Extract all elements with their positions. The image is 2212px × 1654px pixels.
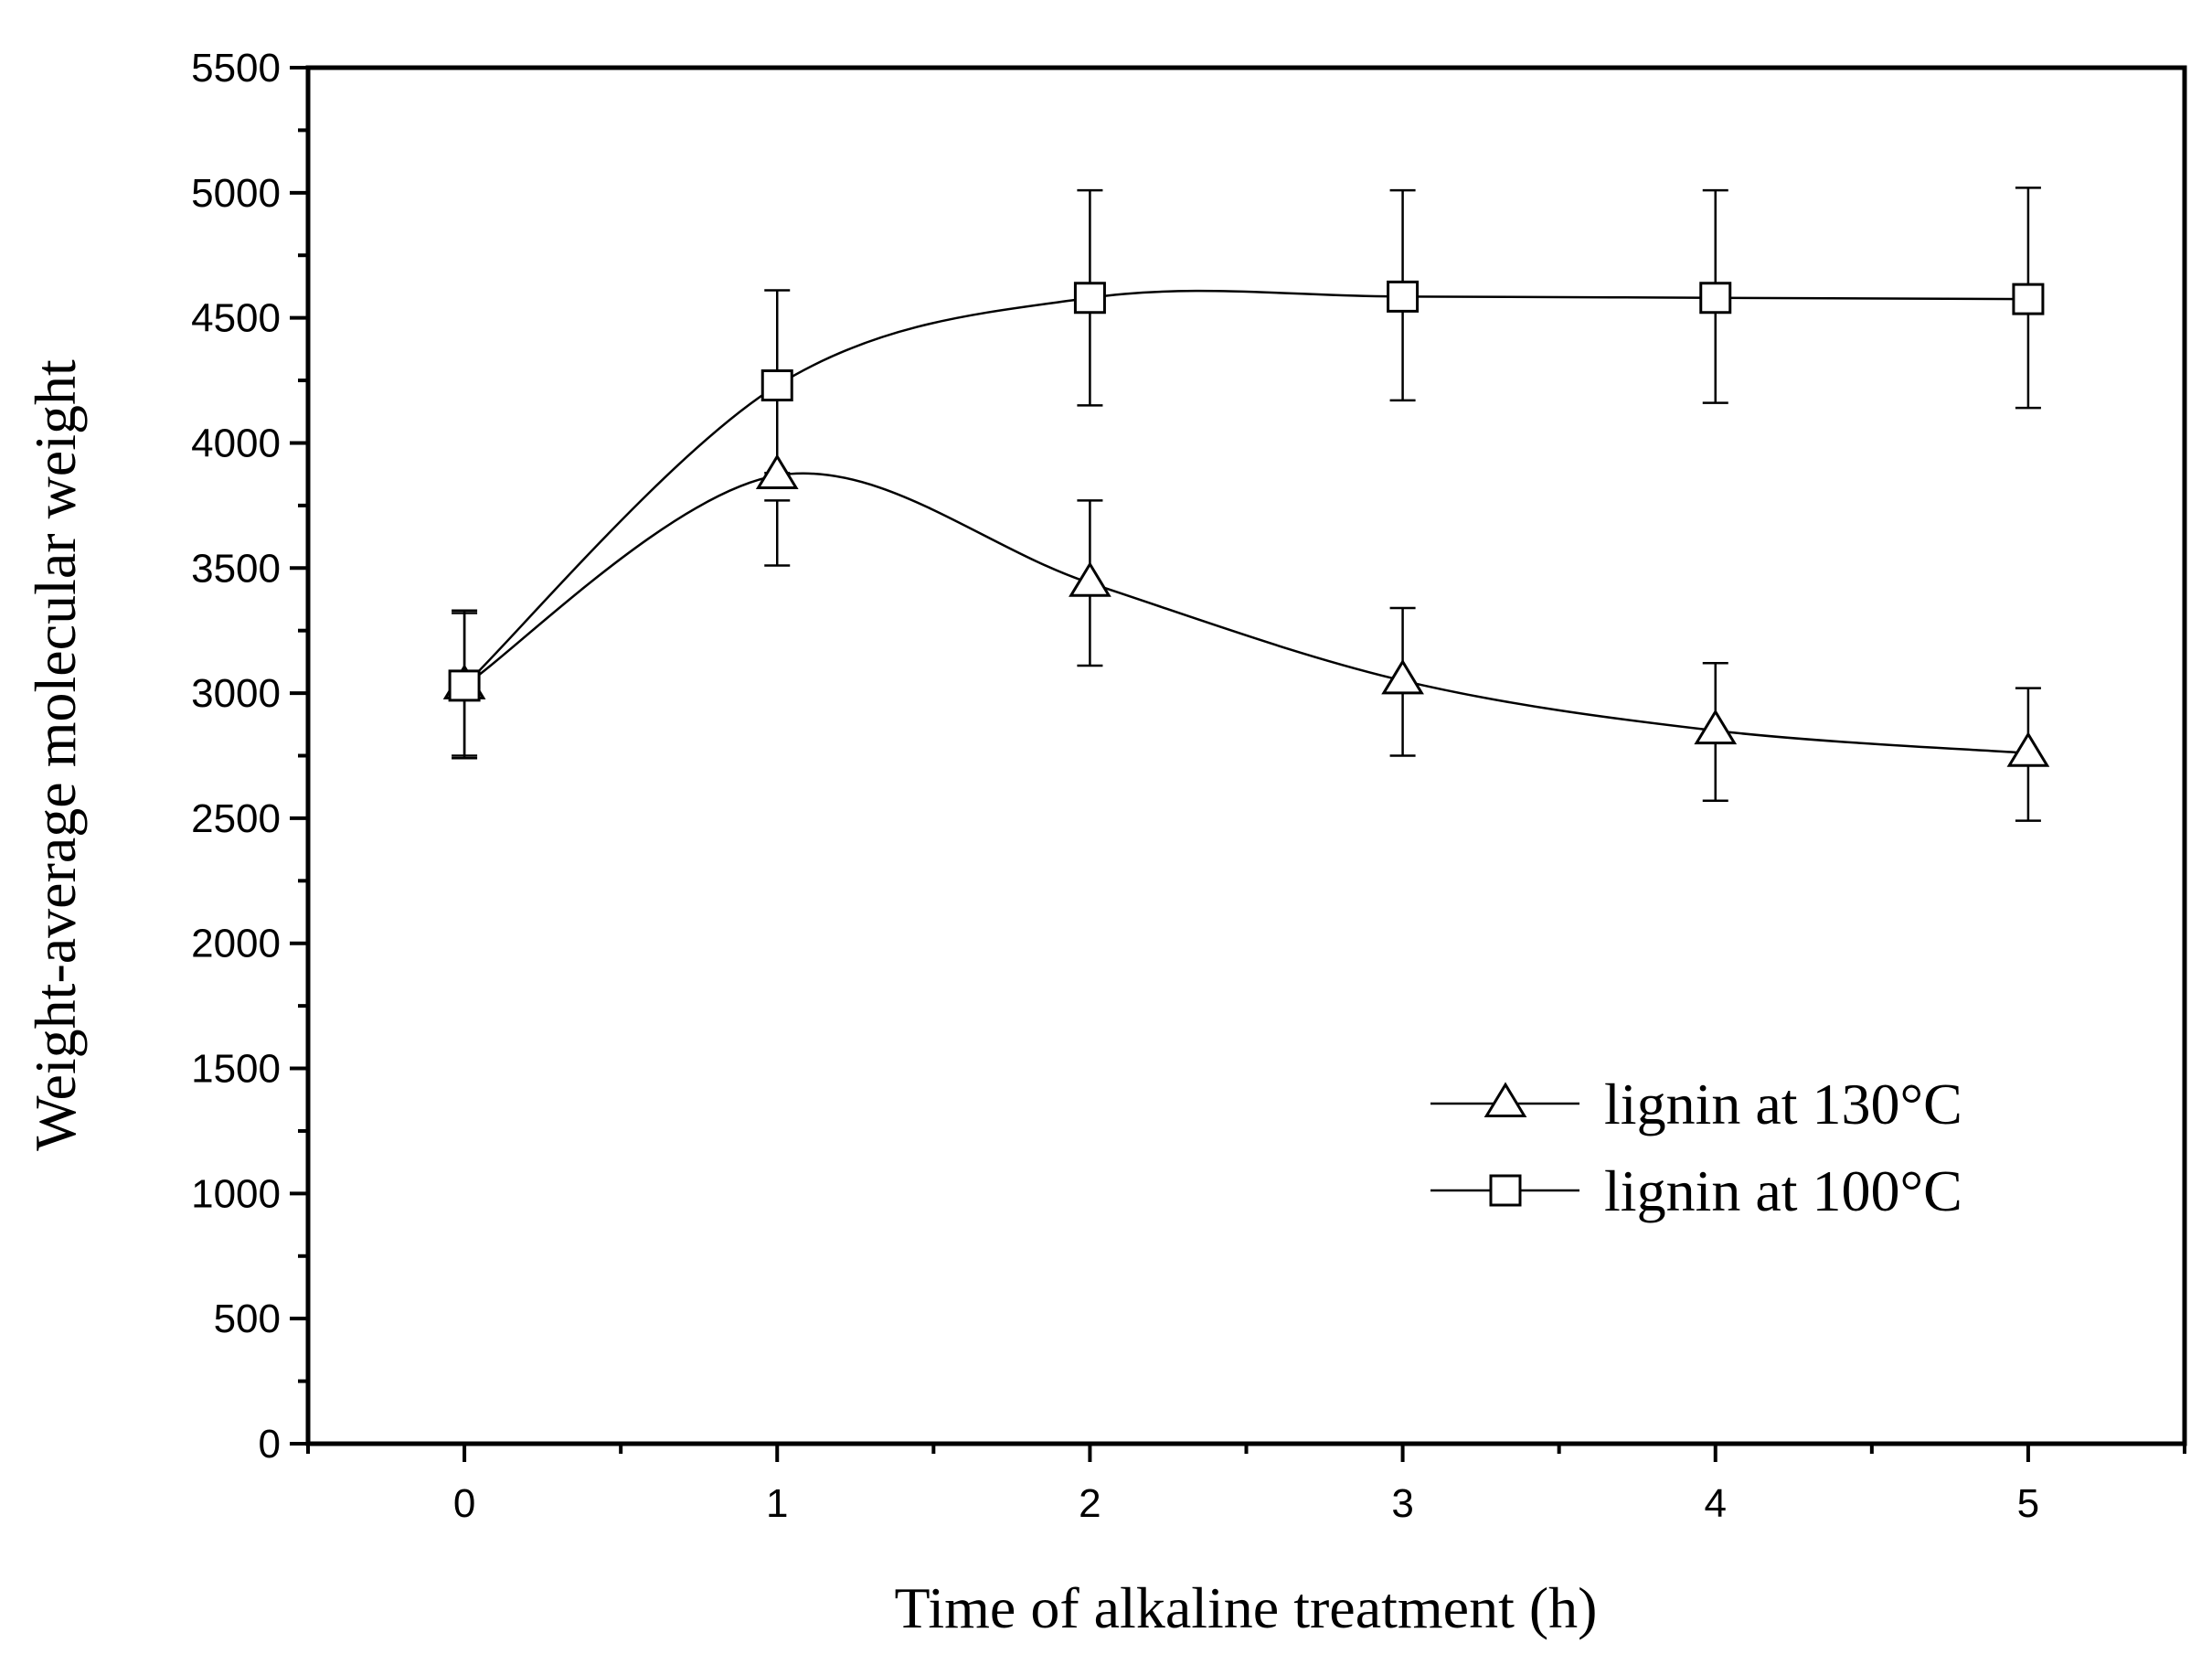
square-marker <box>448 669 481 702</box>
x-tick-label: 4 <box>1705 1481 1727 1526</box>
square-marker <box>2012 283 2045 315</box>
x-tick-label: 0 <box>453 1481 475 1526</box>
triangle-marker <box>1381 658 1424 695</box>
y-tick-label: 4000 <box>191 421 281 465</box>
y-tick-label: 2000 <box>191 922 281 966</box>
error-bars <box>452 187 2041 822</box>
x-axis-title: Time of alkaline treatment (h) <box>895 1575 1598 1640</box>
y-tick-label: 500 <box>214 1297 281 1341</box>
square-marker <box>1387 280 1420 313</box>
square-marker <box>1699 282 1732 315</box>
data-markers <box>442 280 2050 767</box>
legend: lignin at 130°C lignin at 100°C <box>1430 1072 1962 1223</box>
y-axis-title: Weight-average molecular weight <box>23 359 88 1151</box>
y-tick-label: 5500 <box>191 46 281 91</box>
triangle-marker <box>755 454 799 490</box>
series-line-square <box>463 289 2028 687</box>
x-tick-label: 5 <box>2017 1481 2039 1526</box>
x-tick-label: 1 <box>766 1481 788 1526</box>
tick-labels: 0 500 1000 1500 2000 2500 3000 3500 4000 4500 5000… <box>191 46 2039 1526</box>
legend-square-marker <box>1489 1174 1522 1207</box>
series-line-triangle <box>463 472 2029 755</box>
plot-frame <box>305 65 2187 1446</box>
legend-triangle-marker <box>1484 1082 1527 1117</box>
triangle-marker <box>1694 709 1738 745</box>
legend-label: lignin at 130°C <box>1604 1072 1962 1136</box>
x-tick-label: 2 <box>1079 1481 1101 1526</box>
y-tick-label: 4500 <box>191 296 281 341</box>
axis-ticks <box>290 66 2186 1462</box>
y-tick-label: 2500 <box>191 796 281 841</box>
triangle-marker <box>1069 561 1111 597</box>
series-lines <box>463 289 2029 755</box>
y-tick-label: 0 <box>259 1422 281 1467</box>
y-tick-label: 5000 <box>191 171 281 216</box>
triangle-marker <box>2006 731 2050 767</box>
square-marker <box>1073 282 1106 315</box>
y-tick-label: 3500 <box>191 546 281 591</box>
y-tick-label: 3000 <box>191 671 281 716</box>
legend-label: lignin at 100°C <box>1604 1158 1962 1223</box>
square-marker <box>760 369 793 402</box>
y-tick-label: 1000 <box>191 1171 281 1216</box>
y-tick-label: 1500 <box>191 1047 281 1092</box>
x-tick-label: 3 <box>1391 1481 1413 1526</box>
